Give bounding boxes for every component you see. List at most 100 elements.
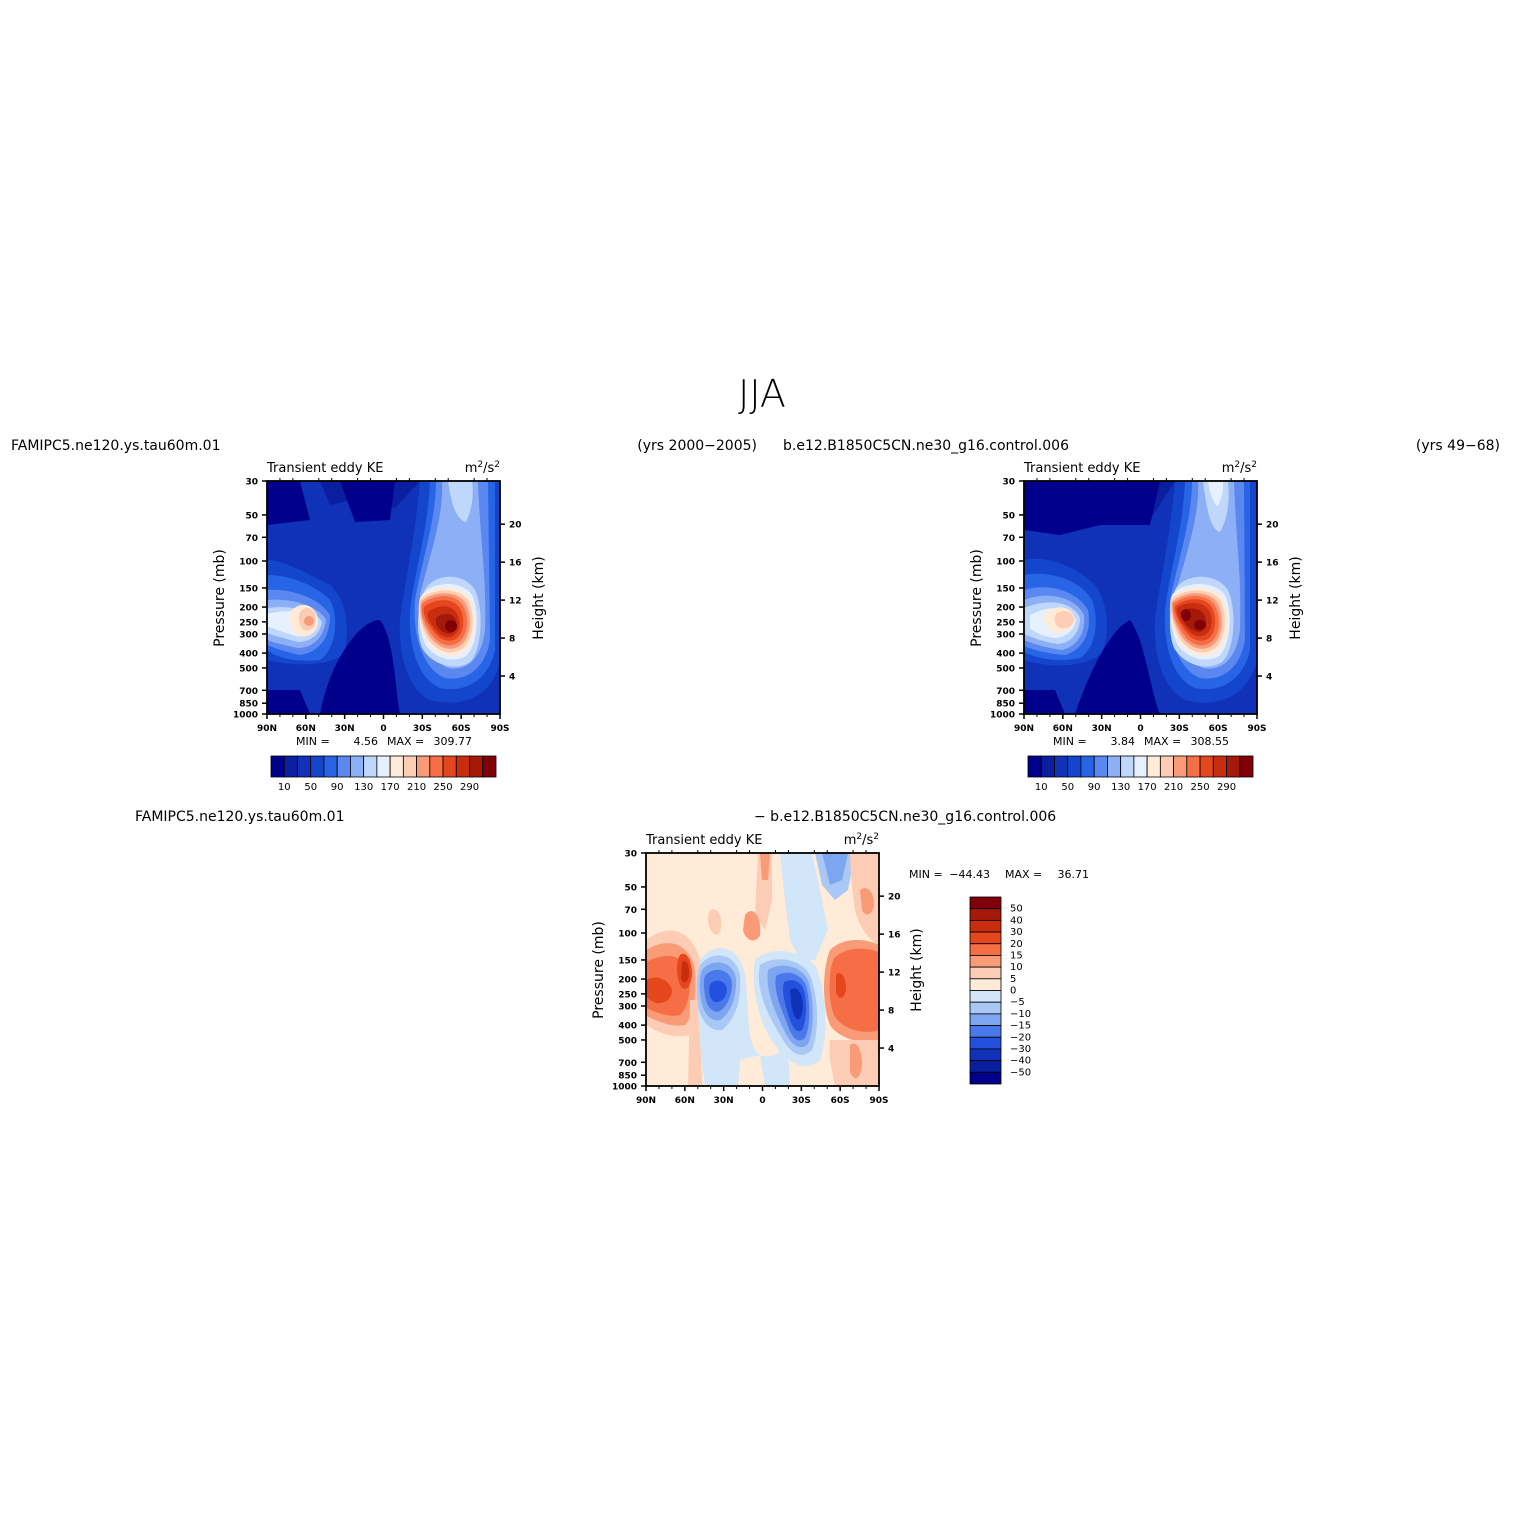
pressure-tick-label: 400 — [996, 650, 1015, 660]
latitude-tick-label: 90N — [1014, 724, 1034, 734]
pressure-tick-label: 700 — [618, 1059, 637, 1069]
colorbar-box — [969, 896, 1002, 910]
colorbar-box — [1133, 755, 1148, 778]
panel-difference: FAMIPC5.ne120.ys.tau60m.01 − b.e12.B1850… — [135, 809, 1089, 1106]
pressure-tick-label: 50 — [245, 511, 258, 521]
height-tick-label: 16 — [888, 931, 901, 941]
colorbar-box — [1159, 755, 1174, 778]
latitude-tick-label: 60N — [296, 724, 316, 734]
colorbar-tick-label: −10 — [1010, 1009, 1031, 1020]
case-b-years: (yrs 49−68) — [1416, 438, 1500, 454]
pressure-tick-label: 30 — [245, 478, 258, 488]
latitude-tick-label: 30S — [792, 1096, 811, 1106]
height-tick-label: 8 — [888, 1007, 894, 1017]
latitude-tick-label: 60N — [1053, 724, 1073, 734]
case-b-contour-field — [1024, 481, 1257, 714]
case-a-contour-fill — [445, 620, 457, 632]
diff-min-value: −44.43 — [949, 868, 990, 881]
colorbar-tick-label: 170 — [381, 782, 400, 793]
colorbar-tick-label: 170 — [1138, 782, 1157, 793]
colorbar-tick-label: 0 — [1010, 986, 1016, 997]
latitude-tick-label: 0 — [759, 1096, 765, 1106]
case-b-min-value: 3.84 — [1111, 735, 1136, 748]
case-a-min-label: MIN = — [296, 735, 330, 748]
latitude-tick-label: 60S — [452, 724, 471, 734]
height-tick-label: 12 — [509, 597, 522, 607]
pressure-tick-label: 150 — [618, 956, 637, 966]
colorbar-box — [969, 1001, 1002, 1015]
colorbar-tick-label: 40 — [1010, 915, 1023, 926]
colorbar-box — [1080, 755, 1095, 778]
pressure-tick-label: 50 — [1002, 511, 1015, 521]
diff-contour-fill — [738, 1055, 765, 1086]
diff-contour-fill — [829, 948, 879, 1032]
diff-units: m2/s2 — [844, 832, 879, 848]
height-tick-label: 12 — [1266, 597, 1279, 607]
colorbar-tick-label: 210 — [407, 782, 426, 793]
diff-max-value: 36.71 — [1058, 868, 1090, 881]
colorbar-tick-label: 90 — [331, 782, 344, 793]
colorbar-box — [270, 755, 285, 778]
colorbar-box — [969, 966, 1002, 980]
height-tick-label: 4 — [509, 673, 515, 683]
colorbar-box — [969, 1025, 1002, 1038]
diff-contour-fill — [707, 909, 722, 935]
pressure-tick-label: 500 — [996, 664, 1015, 674]
colorbar-tick-label: 30 — [1010, 927, 1023, 938]
pressure-tick-label: 50 — [624, 883, 637, 893]
colorbar-tick-label: −40 — [1010, 1056, 1031, 1067]
case-a-ylabel: Pressure (mb) — [212, 549, 228, 647]
colorbar-box — [969, 1013, 1002, 1026]
pressure-tick-label: 300 — [996, 630, 1015, 640]
pressure-tick-label: 100 — [239, 558, 258, 568]
case-b-max-value: 308.55 — [1191, 735, 1230, 748]
colorbar-box — [969, 908, 1002, 921]
colorbar-box — [429, 755, 444, 778]
pressure-tick-label: 500 — [239, 664, 258, 674]
colorbar-tick-label: −30 — [1010, 1044, 1031, 1055]
colorbar-box — [1107, 755, 1122, 778]
case-b-axes: 305070100150200250300400500700850100090N… — [990, 478, 1279, 735]
pressure-tick-label: 70 — [245, 534, 258, 544]
case-a-min-value: 4.56 — [354, 735, 379, 748]
pressure-tick-label: 250 — [996, 618, 1015, 628]
height-tick-label: 8 — [1266, 635, 1272, 645]
case-a-units: m2/s2 — [465, 460, 500, 476]
case-a-contour-fill — [448, 481, 473, 522]
height-tick-label: 4 — [888, 1045, 894, 1055]
colorbar-box — [1173, 755, 1188, 778]
colorbar-box — [1120, 755, 1135, 778]
pressure-tick-label: 150 — [996, 584, 1015, 594]
case-a-contour-fill — [340, 481, 395, 522]
colorbar-box — [969, 931, 1002, 945]
colorbar-tick-label: 20 — [1010, 939, 1023, 950]
diff-contour-fill — [688, 1000, 702, 1086]
colorbar-box — [969, 1036, 1002, 1050]
pressure-tick-label: 850 — [996, 700, 1015, 710]
case-b-contour-fill — [1203, 481, 1229, 532]
colorbar-box — [1199, 755, 1214, 778]
pressure-tick-label: 250 — [618, 990, 637, 1000]
height-tick-label: 16 — [1266, 559, 1279, 569]
colorbar-box — [310, 755, 325, 778]
case-b-ylabel-right: Height (km) — [1288, 556, 1304, 639]
case-b-colorbar: 10 50 90 130 170 210 250 290 — [1027, 755, 1254, 793]
colorbar-box — [969, 1071, 1002, 1085]
case-b-contour-fill — [1054, 611, 1074, 629]
latitude-tick-label: 0 — [380, 724, 386, 734]
colorbar-box — [1027, 755, 1042, 778]
pressure-tick-label: 30 — [624, 850, 637, 860]
latitude-tick-label: 90S — [1247, 724, 1266, 734]
colorbar-box — [969, 1048, 1002, 1062]
diff-case-a-name: FAMIPC5.ne120.ys.tau60m.01 — [135, 809, 344, 825]
colorbar-tick-label: −5 — [1010, 997, 1025, 1008]
colorbar-box — [283, 755, 298, 778]
latitude-tick-label: 90S — [490, 724, 509, 734]
case-b-variable: Transient eddy KE — [1023, 461, 1141, 476]
diff-ylabel-right: Height (km) — [909, 928, 925, 1011]
pressure-tick-label: 300 — [618, 1002, 637, 1012]
latitude-tick-label: 30S — [1170, 724, 1189, 734]
diff-max-label: MAX = — [1005, 868, 1042, 881]
colorbar-box — [455, 755, 470, 778]
